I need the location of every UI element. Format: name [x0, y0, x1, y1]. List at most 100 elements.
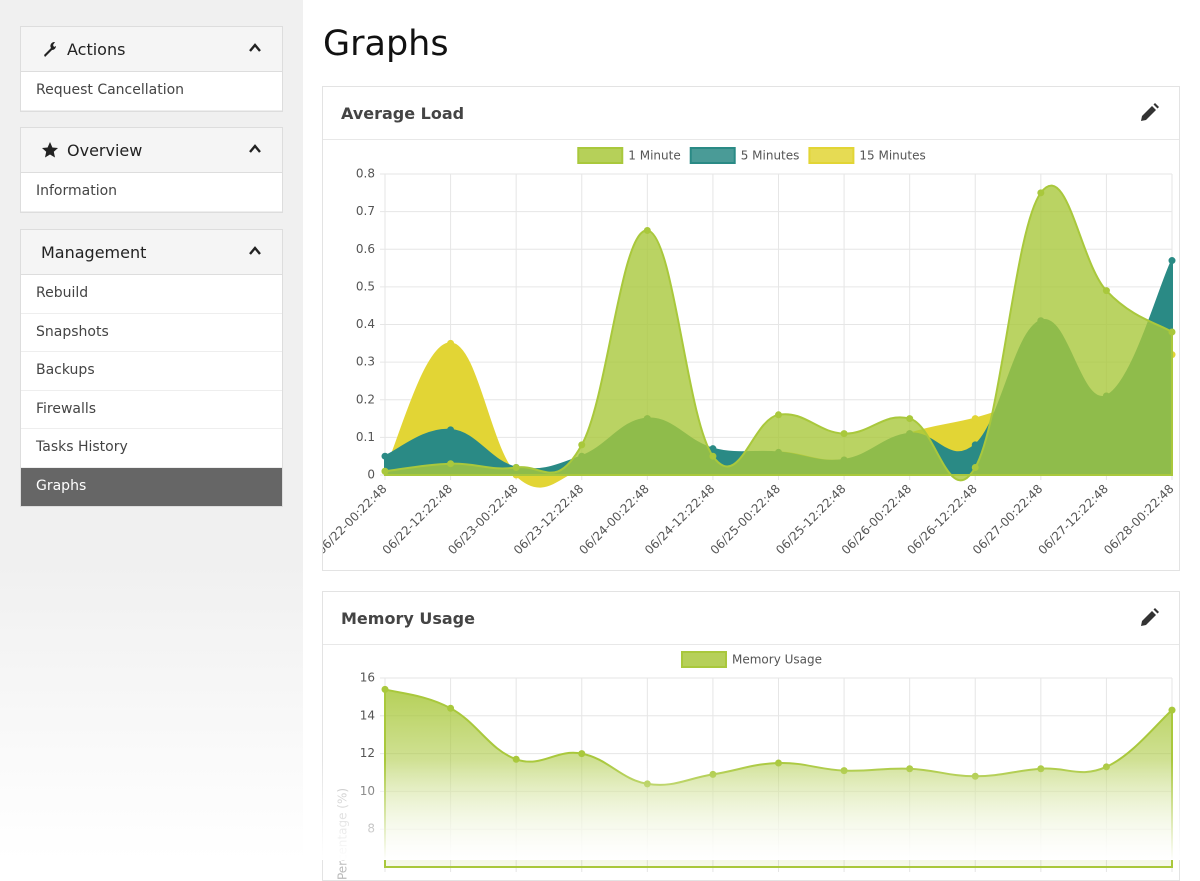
legend-swatch: [680, 651, 727, 668]
point: [709, 445, 717, 453]
y-tick-label: 0.3: [356, 355, 375, 369]
x-tick-label: 06/28-00:22:48: [1101, 482, 1177, 558]
point: [1037, 189, 1045, 197]
point: [840, 767, 848, 775]
legend-label: 1 Minute: [628, 149, 680, 163]
page-title: Graphs: [323, 24, 449, 64]
y-tick-label: 0.4: [356, 317, 375, 331]
point: [709, 770, 717, 778]
y-axis-label: Percentage (%): [336, 788, 350, 880]
x-tick-label: 06/27-12:22:48: [1035, 482, 1111, 558]
y-tick-label: 0.5: [356, 279, 375, 293]
panel-icon: [42, 142, 58, 158]
chevron: [249, 43, 261, 52]
point: [447, 460, 455, 468]
y-tick-label: 0.2: [356, 392, 375, 406]
y-tick-label: 0.7: [356, 204, 375, 218]
y-tick-label: 10: [360, 784, 375, 798]
chart-header: Average Load: [323, 87, 1179, 140]
point: [1168, 706, 1176, 714]
sidebar-panel: Management Rebuild Snapshots Backups Firewal…: [20, 229, 283, 507]
point: [1037, 765, 1045, 773]
x-tick-label: 06/25-00:22:48: [708, 482, 784, 558]
legend-swatch: [577, 147, 624, 164]
sidebar-item[interactable]: Snapshots: [21, 314, 282, 353]
legend-swatch: [689, 147, 736, 164]
sidebar-item[interactable]: Rebuild: [21, 275, 282, 314]
point: [447, 704, 455, 712]
x-tick-label: 06/22-00:22:48: [323, 482, 390, 558]
point: [906, 765, 914, 773]
point: [447, 339, 455, 347]
sidebar-item[interactable]: Information: [21, 173, 282, 212]
y-tick-label: 12: [360, 746, 375, 760]
legend: 1 Minute 5 Minutes 15 Minutes: [577, 147, 926, 164]
point: [1168, 328, 1176, 336]
y-tick-label: 0.1: [356, 430, 375, 444]
point: [381, 452, 389, 460]
y-tick-label: 0: [367, 468, 375, 482]
point: [381, 467, 389, 475]
point: [971, 463, 979, 471]
panel-title: Management: [41, 242, 147, 262]
x-tick-label: 06/23-00:22:48: [445, 482, 521, 558]
point: [1102, 287, 1110, 295]
point: [447, 426, 455, 434]
legend-item[interactable]: Memory Usage: [680, 651, 822, 668]
x-tick-label: 06/26-00:22:48: [839, 482, 915, 558]
chart-title: Memory Usage: [341, 608, 475, 628]
edit-icon[interactable]: [1139, 103, 1159, 123]
legend-swatch: [808, 147, 855, 164]
chart-panel: Memory Usage 8 10 12 14 16 Percentage (%) Memor…: [322, 591, 1180, 881]
panel-title: Overview: [67, 140, 143, 160]
sidebar-item[interactable]: Graphs: [21, 467, 282, 506]
y-tick-label: 0.6: [356, 242, 375, 256]
point: [971, 772, 979, 780]
panel-header[interactable]: Actions: [21, 27, 282, 72]
point: [1102, 763, 1110, 771]
point: [578, 750, 586, 758]
sidebar-panel: Actions Request Cancellation: [20, 26, 283, 112]
x-tick-label: 06/25-12:22:48: [773, 482, 849, 558]
point: [1168, 257, 1176, 265]
panel-title: Actions: [67, 39, 126, 59]
legend-label: 5 Minutes: [741, 149, 800, 163]
point: [381, 685, 389, 693]
sidebar-item[interactable]: Backups: [21, 352, 282, 391]
sidebar-item[interactable]: Request Cancellation: [21, 72, 282, 111]
point: [906, 415, 914, 423]
edit-icon[interactable]: [1139, 608, 1159, 628]
legend-item[interactable]: 5 Minutes: [689, 147, 800, 164]
chart-title: Average Load: [341, 103, 465, 123]
sidebar-item[interactable]: Firewalls: [21, 391, 282, 430]
chevron: [249, 144, 261, 153]
y-tick-label: 16: [360, 671, 375, 685]
y-tick-label: 8: [367, 822, 375, 836]
point: [643, 226, 651, 234]
panel-header[interactable]: Management: [21, 230, 282, 275]
point: [840, 430, 848, 438]
sidebar-item[interactable]: Tasks History: [21, 429, 282, 468]
chevron: [249, 246, 261, 255]
legend-item[interactable]: 15 Minutes: [808, 147, 926, 164]
x-tick-label: 06/24-12:22:48: [642, 482, 718, 558]
panel-icon: [44, 41, 56, 57]
legend: Memory Usage: [680, 651, 822, 668]
point: [775, 759, 782, 767]
sidebar: Actions Request Cancellation Overview Infor…: [0, 0, 303, 860]
chart: 00.10.20.30.40.50.60.70.806/22-00:22:480…: [323, 147, 1177, 558]
chart-panel: Average Load 0 0.1 0.2 0.3 0.4 0.5 0.6 0.7 0.8 06/…: [322, 86, 1180, 571]
y-tick-label: 0.8: [356, 167, 375, 181]
point: [578, 441, 586, 449]
legend-item[interactable]: 1 Minute: [577, 147, 681, 164]
y-tick-label: 14: [360, 708, 375, 722]
chart: 8 10 12 14 16 Percentage (%) Memory Usage: [336, 651, 1176, 880]
point: [512, 463, 520, 471]
panel-header[interactable]: Overview: [21, 128, 282, 173]
x-tick-label: 06/24-00:22:48: [576, 482, 652, 558]
x-tick-label: 06/22-12:22:48: [380, 482, 456, 558]
point: [775, 411, 782, 419]
legend-label: Memory Usage: [732, 653, 822, 667]
legend-label: 15 Minutes: [859, 149, 925, 163]
